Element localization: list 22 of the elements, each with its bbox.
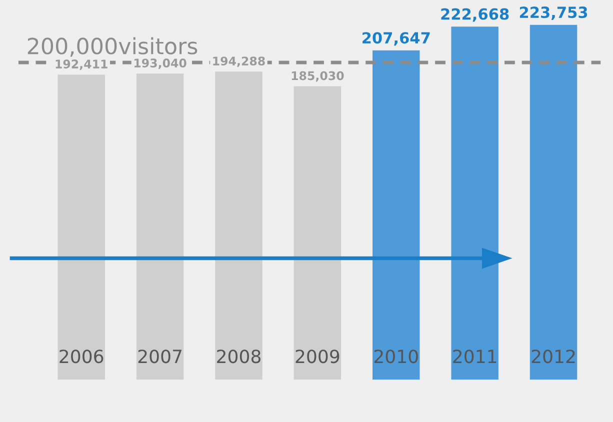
x-tick-label: 2006: [60, 350, 104, 364]
data-label: 207,647: [362, 32, 430, 46]
bar: [372, 50, 420, 380]
data-label: 193,040: [134, 58, 186, 69]
bar: [451, 26, 498, 380]
bar: [215, 72, 262, 380]
x-tick-label: 2012: [532, 350, 575, 364]
bar: [294, 86, 342, 380]
data-label: 222,668: [441, 8, 509, 22]
x-tick-label: 2009: [296, 350, 340, 364]
bar: [530, 24, 578, 380]
ref-line-label: 200,000visitors: [28, 37, 198, 57]
x-tick-label: 2007: [138, 350, 182, 364]
data-label: 223,753: [520, 6, 588, 20]
bar: [58, 74, 105, 380]
x-tick-label: 2008: [217, 350, 260, 364]
data-label: 192,411: [56, 60, 108, 70]
bar: [136, 74, 184, 380]
x-tick-label: 2010: [374, 350, 418, 364]
data-label: 194,288: [213, 56, 265, 68]
x-tick-label: 2011: [453, 350, 496, 364]
data-label: 185,030: [292, 71, 344, 82]
